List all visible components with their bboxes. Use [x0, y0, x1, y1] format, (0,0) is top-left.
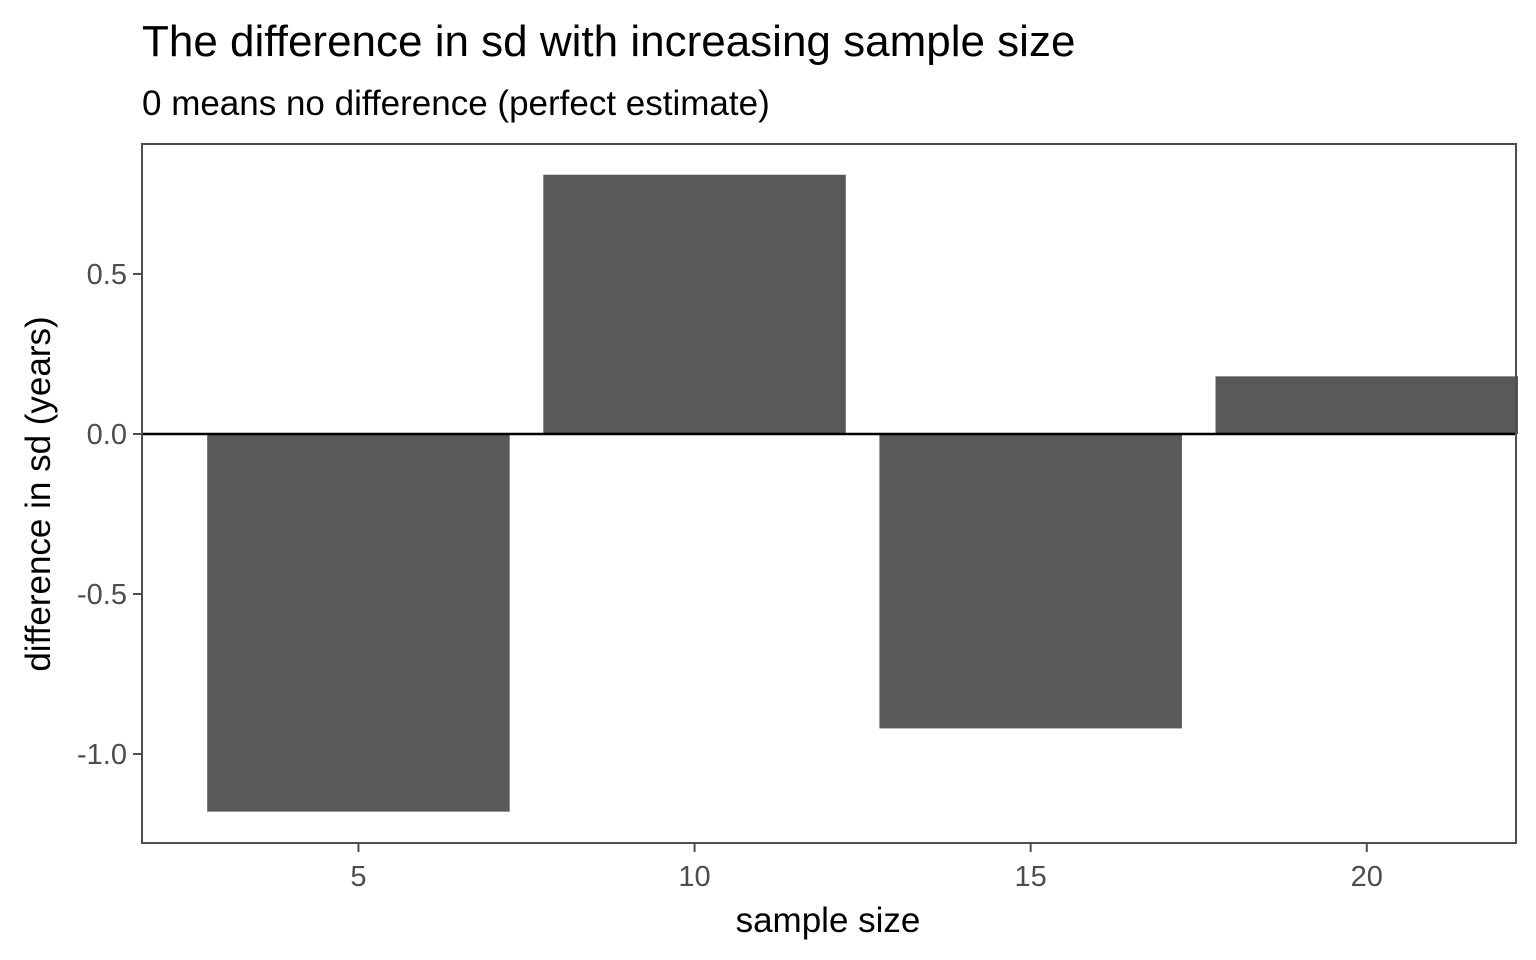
y-tick-label: 0.5: [87, 259, 127, 291]
chart-title: The difference in sd with increasing sam…: [142, 17, 1075, 66]
bar-10: [543, 174, 846, 434]
bar-5: [207, 433, 510, 812]
x-axis: 5 10 15 20: [350, 843, 1383, 893]
y-tick-label: 0.0: [87, 419, 127, 451]
x-tick-label: 10: [678, 861, 710, 893]
bar-15: [879, 433, 1182, 729]
y-axis: -1.0 -0.5 0.0 0.5: [77, 259, 142, 771]
chart-subtitle: 0 means no difference (perfect estimate): [142, 84, 770, 123]
bars-group: [207, 174, 1519, 812]
x-tick-label: 15: [1015, 861, 1047, 893]
plot-panel-border: [141, 143, 1517, 844]
x-tick-label: 5: [350, 861, 366, 893]
y-axis-title: difference in sd (years): [19, 316, 58, 671]
x-axis-title: sample size: [736, 901, 921, 940]
bar-20: [1215, 376, 1519, 434]
x-tick-label: 20: [1351, 861, 1383, 893]
y-tick-label: -0.5: [77, 579, 127, 611]
y-tick-label: -1.0: [77, 739, 127, 771]
